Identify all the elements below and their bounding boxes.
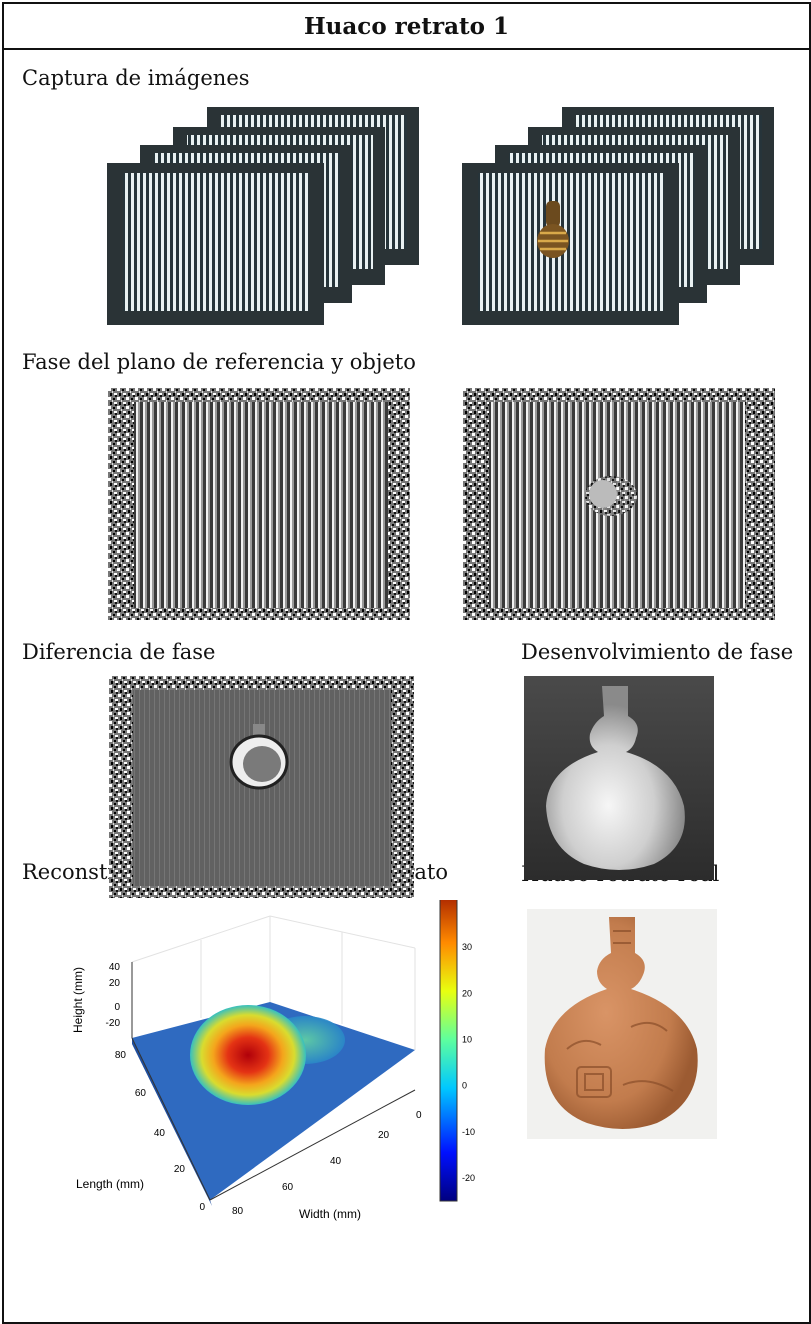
y-tick-4: 20: [174, 1164, 186, 1175]
y-tick-1: 80: [115, 1050, 127, 1061]
x-tick-2: 60: [282, 1182, 294, 1193]
colorbar-tick-6: -10: [462, 1127, 475, 1137]
label-phase: Fase del plano de referencia y objeto: [22, 350, 416, 374]
x-axis-label: Width (mm): [299, 1207, 361, 1221]
unwrapped-phase-image: [524, 676, 714, 880]
label-diff: Diferencia de fase: [22, 640, 216, 664]
plot-grid: [131, 915, 416, 1050]
z-tick-2: 20: [109, 978, 121, 989]
colorbar-tick-2: 30: [462, 942, 472, 952]
phase-difference-object: [229, 724, 289, 790]
reconstruction-3d-plot: 40 20 0 -20 Height (mm) 80 60 40 20 0 Le…: [71, 900, 475, 1221]
surface-body: [190, 1005, 306, 1105]
reference-capture-stack: [107, 107, 419, 325]
label-capture: Captura de imágenes: [22, 66, 250, 90]
figure-title: Huaco retrato 1: [4, 4, 809, 50]
huaco-in-fringes: [537, 201, 569, 258]
y-tick-2: 60: [135, 1088, 147, 1099]
colorbar-tick-3: 20: [462, 988, 472, 998]
object-phase-distortion: [585, 476, 637, 516]
z-tick-1: 40: [109, 962, 121, 973]
z-tick-3: 0: [114, 1002, 120, 1013]
capture-frame-1: [462, 163, 679, 325]
reference-phase-image: [108, 388, 410, 620]
z-tick-4: -20: [106, 1018, 121, 1029]
x-tick-1: 80: [232, 1206, 244, 1217]
capture-frame-1: [107, 163, 324, 325]
colorbar: [439, 900, 458, 1202]
x-tick-5: 0: [416, 1110, 422, 1121]
y-tick-3: 40: [154, 1128, 166, 1139]
y-axis-label: Length (mm): [76, 1177, 144, 1191]
z-axis-label: Height (mm): [71, 967, 85, 1033]
plot-axes: [131, 962, 416, 1201]
object-capture-stack: [462, 107, 774, 325]
phase-difference-image: [109, 676, 414, 898]
colorbar-ticks: 30 20 10 0 -10 -20: [462, 942, 475, 1183]
x-tick-3: 40: [330, 1156, 342, 1167]
colorbar-tick-7: -20: [462, 1173, 475, 1183]
x-tick-4: 20: [378, 1130, 390, 1141]
y-tick-5: 0: [199, 1202, 205, 1213]
colorbar-tick-5: 0: [462, 1081, 467, 1091]
label-unwrap: Desenvolvimiento de fase: [521, 640, 794, 664]
real-huaco-photo: [527, 909, 717, 1139]
huaco-relief: [566, 930, 674, 1098]
object-phase-image: [463, 388, 775, 620]
colorbar-tick-4: 10: [462, 1035, 472, 1045]
